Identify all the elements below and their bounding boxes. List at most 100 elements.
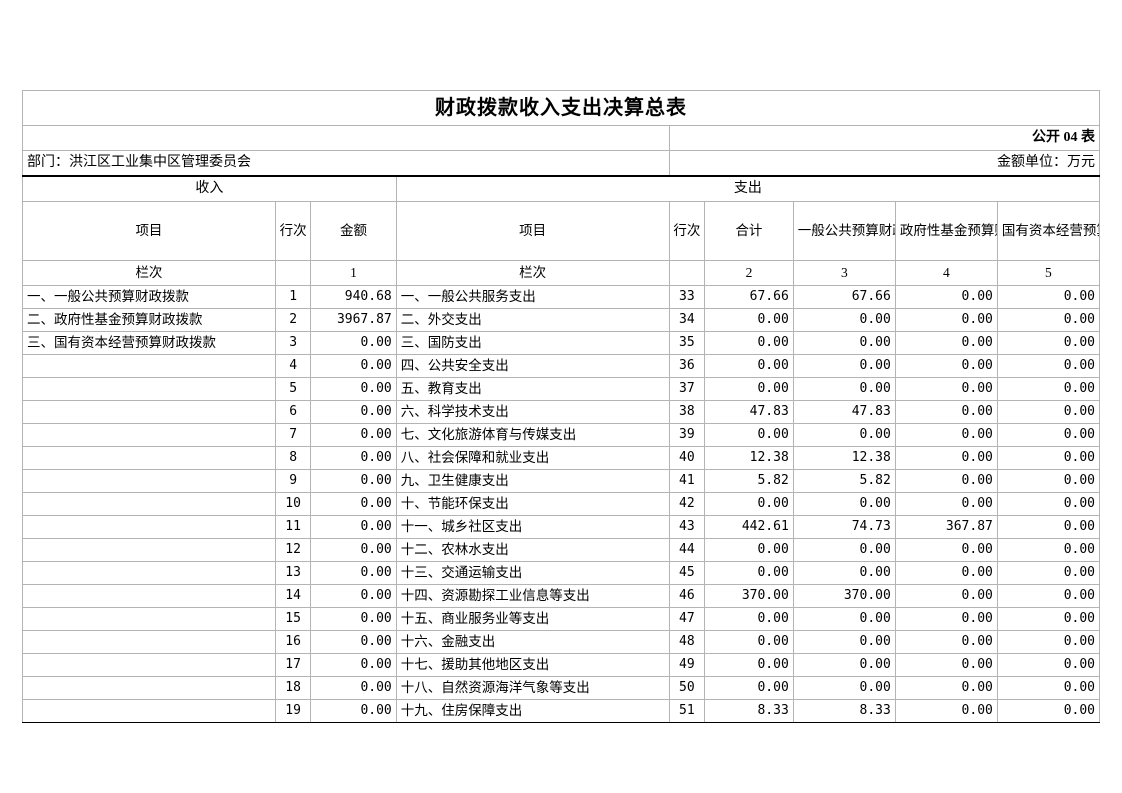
cell-income-name [22,630,276,654]
cell-expense-rownum: 39 [668,423,706,447]
table-row: 14 0.00 十四、资源勘探工业信息等支出 46 370.00 370.00 0.00 0.… [22,584,1101,608]
cell-expense-total: 442.61 [704,515,794,539]
form-number-label: 公开 04 表 [668,125,1101,151]
cell-income-name [22,699,276,723]
cell-income-rownum: 12 [274,538,312,562]
cell-income-amount: 940.68 [310,285,397,309]
cell-gov-fund: 0.00 [894,607,998,631]
cell-expense-rownum: 48 [668,630,706,654]
cell-expense-name: 十二、农林水支出 [395,538,670,562]
form-number-spacer [22,125,670,151]
cell-income-name: 一、一般公共预算财政拨款 [22,285,276,309]
cell-gov-fund: 0.00 [894,446,998,470]
cell-expense-name: 四、公共安全支出 [395,354,670,378]
table-row: 7 0.00 七、文化旅游体育与传媒支出 39 0.00 0.00 0.00 0.00 [22,423,1101,447]
cell-expense-name: 十八、自然资源海洋气象等支出 [395,676,670,700]
cell-general-public: 0.00 [792,492,896,516]
table-row: 10 0.00 十、节能环保支出 42 0.00 0.00 0.00 0.00 [22,492,1101,516]
cell-general-public: 0.00 [792,423,896,447]
lanci-state-capital: 5 [996,260,1101,286]
cell-gov-fund: 0.00 [894,423,998,447]
cell-expense-rownum: 44 [668,538,706,562]
title-row: 财政拨款收入支出决算总表 [22,90,1100,126]
cell-income-rownum: 5 [274,377,312,401]
cell-expense-name: 二、外交支出 [395,308,670,332]
cell-expense-rownum: 38 [668,400,706,424]
department-label: 部门：洪江区工业集中区管理委员会 [22,150,670,177]
cell-expense-name: 八、社会保障和就业支出 [395,446,670,470]
cell-income-amount: 0.00 [310,515,397,539]
financial-statement-sheet: 财政拨款收入支出决算总表 公开 04 表 部门：洪江区工业集中区管理委员会 金额… [22,90,1101,723]
cell-state-capital: 0.00 [996,676,1101,700]
cell-expense-rownum: 33 [668,285,706,309]
cell-state-capital: 0.00 [996,469,1101,493]
table-row: 二、政府性基金预算财政拨款 2 3967.87 二、外交支出 34 0.00 0.00 0.0… [22,308,1101,332]
cell-expense-total: 0.00 [704,354,794,378]
lanci-income-amount: 1 [310,260,397,286]
cell-income-amount: 0.00 [310,400,397,424]
cell-income-name [22,607,276,631]
cell-income-amount: 0.00 [310,699,397,723]
cell-income-rownum: 17 [274,653,312,677]
cell-income-rownum: 8 [274,446,312,470]
column-header-row: 项目 行次 金额 项目 行次 合计 一般公共预算财政拨款 政府性基金预算财政拨款… [22,201,1101,261]
cell-expense-name: 十四、资源勘探工业信息等支出 [395,584,670,608]
cell-income-name [22,515,276,539]
cell-expense-rownum: 50 [668,676,706,700]
cell-state-capital: 0.00 [996,630,1101,654]
table-row: 4 0.00 四、公共安全支出 36 0.00 0.00 0.00 0.00 [22,354,1101,378]
table-row: 18 0.00 十八、自然资源海洋气象等支出 50 0.00 0.00 0.00 0.00 [22,676,1101,700]
cell-gov-fund: 0.00 [894,630,998,654]
cell-expense-total: 67.66 [704,285,794,309]
cell-income-amount: 0.00 [310,607,397,631]
cell-state-capital: 0.00 [996,446,1101,470]
cell-expense-name: 十五、商业服务业等支出 [395,607,670,631]
page-title: 财政拨款收入支出决算总表 [22,90,1100,126]
section-expense-label: 支出 [395,175,1101,202]
cell-gov-fund: 0.00 [894,469,998,493]
cell-income-rownum: 9 [274,469,312,493]
cell-gov-fund: 0.00 [894,354,998,378]
cell-state-capital: 0.00 [996,331,1101,355]
cell-expense-total: 0.00 [704,653,794,677]
cell-income-name [22,446,276,470]
cell-income-name [22,492,276,516]
cell-general-public: 8.33 [792,699,896,723]
cell-income-amount: 0.00 [310,561,397,585]
cell-expense-total: 0.00 [704,630,794,654]
cell-income-name [22,400,276,424]
cell-state-capital: 0.00 [996,584,1101,608]
table-row: 一、一般公共预算财政拨款 1 940.68 一、一般公共服务支出 33 67.66 67.6… [22,285,1101,309]
cell-expense-rownum: 40 [668,446,706,470]
cell-state-capital: 0.00 [996,308,1101,332]
cell-general-public: 12.38 [792,446,896,470]
department-row: 部门：洪江区工业集中区管理委员会 金额单位：万元 [22,150,1101,177]
cell-general-public: 0.00 [792,308,896,332]
header-expense-state-capital: 国有资本经营预算财政拨款 [996,201,1101,261]
cell-state-capital: 0.00 [996,538,1101,562]
cell-income-rownum: 19 [274,699,312,723]
cell-gov-fund: 0.00 [894,676,998,700]
cell-income-name [22,377,276,401]
table-row: 13 0.00 十三、交通运输支出 45 0.00 0.00 0.00 0.00 [22,561,1101,585]
cell-expense-rownum: 45 [668,561,706,585]
header-expense-rownum: 行次 [668,201,706,261]
cell-general-public: 0.00 [792,377,896,401]
table-row: 5 0.00 五、教育支出 37 0.00 0.00 0.00 0.00 [22,377,1101,401]
form-number-row: 公开 04 表 [22,125,1101,151]
cell-income-rownum: 15 [274,607,312,631]
cell-expense-name: 三、国防支出 [395,331,670,355]
cell-expense-rownum: 43 [668,515,706,539]
cell-income-rownum: 10 [274,492,312,516]
cell-general-public: 0.00 [792,653,896,677]
cell-gov-fund: 0.00 [894,538,998,562]
section-income-label: 收入 [22,175,397,202]
cell-expense-name: 十一、城乡社区支出 [395,515,670,539]
cell-expense-name: 六、科学技术支出 [395,400,670,424]
cell-income-amount: 0.00 [310,354,397,378]
cell-expense-name: 十七、援助其他地区支出 [395,653,670,677]
cell-general-public: 0.00 [792,630,896,654]
cell-income-amount: 0.00 [310,423,397,447]
cell-income-rownum: 13 [274,561,312,585]
cell-expense-total: 5.82 [704,469,794,493]
